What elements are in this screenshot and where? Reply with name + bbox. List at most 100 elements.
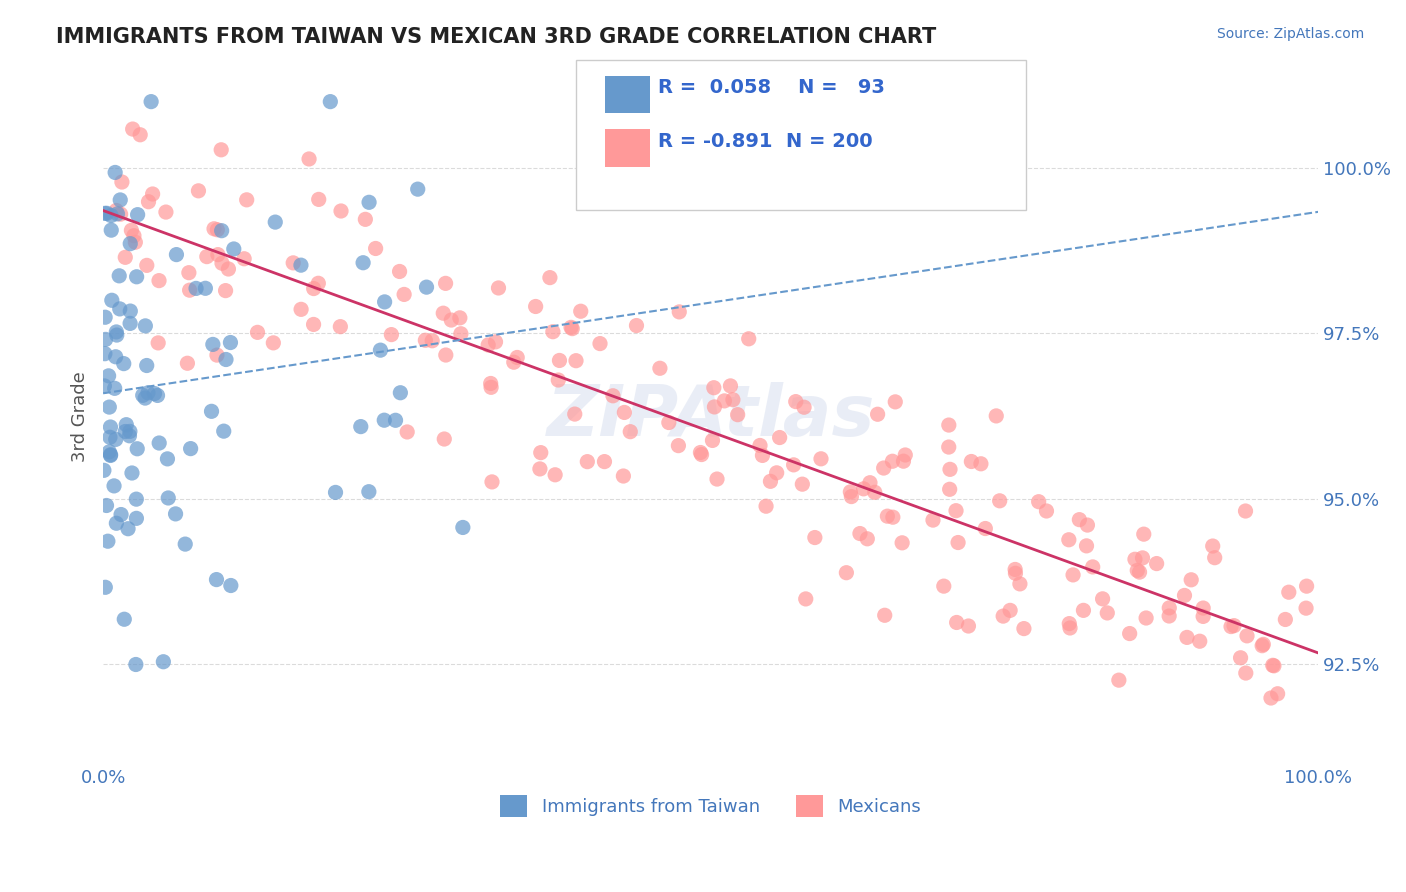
Point	[420, 334, 443, 348]
Point	[264, 215, 287, 229]
Point	[202, 221, 225, 235]
Point	[325, 485, 347, 500]
Point	[893, 454, 915, 468]
Point	[626, 318, 648, 333]
Point	[1267, 687, 1289, 701]
Point	[1278, 585, 1301, 599]
Point	[866, 407, 889, 421]
Point	[841, 490, 863, 504]
Point	[127, 442, 149, 456]
Point	[143, 386, 166, 401]
Point	[852, 482, 875, 496]
Point	[129, 128, 152, 142]
Point	[945, 615, 967, 630]
Point	[434, 348, 457, 362]
Point	[689, 445, 711, 459]
Point	[891, 536, 914, 550]
Point	[125, 269, 148, 284]
Point	[1132, 527, 1154, 541]
Point	[103, 479, 125, 493]
Point	[100, 448, 122, 462]
Point	[589, 336, 612, 351]
Point	[127, 208, 149, 222]
Point	[110, 207, 132, 221]
Point	[703, 400, 725, 414]
Point	[991, 609, 1014, 624]
Point	[484, 334, 506, 349]
Point	[212, 424, 235, 438]
Point	[1108, 673, 1130, 688]
Point	[112, 357, 135, 371]
Point	[749, 438, 772, 452]
Point	[357, 484, 380, 499]
Point	[142, 186, 165, 201]
Point	[1274, 612, 1296, 626]
Point	[94, 347, 117, 361]
Point	[782, 458, 804, 472]
Point	[849, 526, 872, 541]
Point	[602, 389, 624, 403]
Point	[863, 485, 886, 500]
Point	[177, 266, 200, 280]
Point	[125, 657, 148, 672]
Point	[738, 332, 761, 346]
Point	[1062, 568, 1084, 582]
Point	[205, 348, 228, 362]
Point	[105, 325, 128, 339]
Point	[970, 457, 993, 471]
Point	[184, 281, 207, 295]
Point	[97, 534, 120, 549]
Point	[96, 499, 118, 513]
Point	[120, 317, 142, 331]
Point	[1132, 550, 1154, 565]
Point	[135, 258, 157, 272]
Point	[118, 429, 141, 443]
Point	[108, 268, 131, 283]
Point	[506, 351, 529, 365]
Point	[211, 256, 233, 270]
Point	[124, 235, 146, 250]
Point	[120, 236, 142, 251]
Point	[298, 152, 321, 166]
Point	[406, 182, 429, 196]
Point	[810, 451, 832, 466]
Point	[302, 281, 325, 295]
Point	[94, 206, 117, 220]
Point	[938, 483, 960, 497]
Point	[1295, 601, 1317, 615]
Point	[560, 320, 582, 334]
Point	[945, 504, 967, 518]
Point	[538, 270, 561, 285]
Point	[214, 284, 236, 298]
Point	[350, 419, 373, 434]
Point	[569, 304, 592, 318]
Point	[108, 301, 131, 316]
Point	[146, 388, 169, 402]
Point	[668, 439, 690, 453]
Point	[1091, 591, 1114, 606]
Point	[370, 343, 392, 358]
Point	[1076, 539, 1098, 553]
Point	[104, 433, 127, 447]
Point	[793, 401, 815, 415]
Point	[94, 332, 117, 346]
Point	[107, 207, 129, 221]
Point	[290, 258, 312, 272]
Point	[449, 310, 471, 325]
Point	[1126, 563, 1149, 577]
Text: Source: ZipAtlas.com: Source: ZipAtlas.com	[1216, 27, 1364, 41]
Point	[481, 475, 503, 489]
Point	[389, 385, 412, 400]
Point	[1059, 621, 1081, 635]
Point	[1004, 562, 1026, 576]
Point	[308, 193, 330, 207]
Point	[1146, 557, 1168, 571]
Point	[433, 432, 456, 446]
Point	[1135, 611, 1157, 625]
Point	[392, 287, 415, 301]
Point	[564, 407, 586, 421]
Point	[882, 454, 904, 468]
Point	[839, 484, 862, 499]
Point	[1123, 552, 1146, 566]
Point	[785, 394, 807, 409]
